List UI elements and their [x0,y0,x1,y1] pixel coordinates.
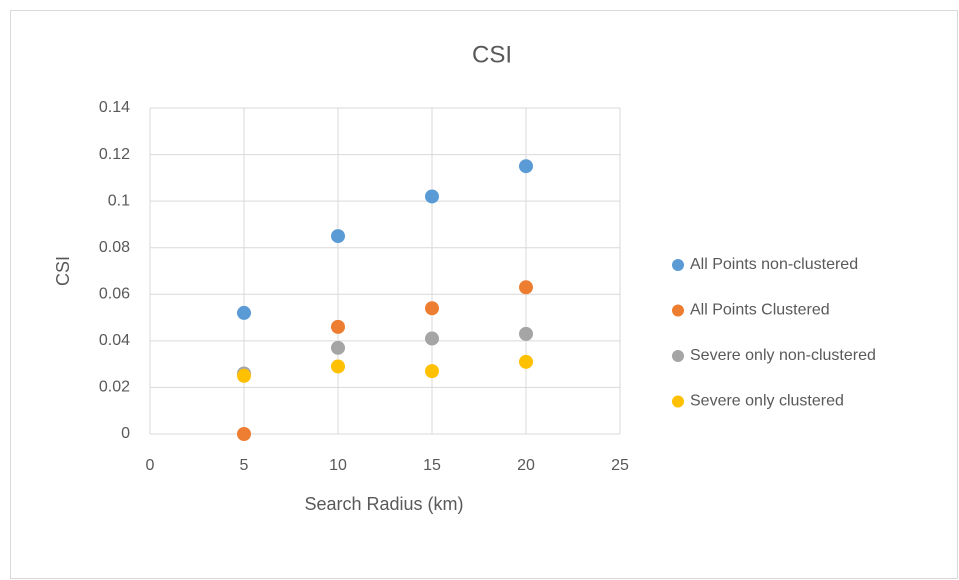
chart-title: CSI [472,41,512,68]
x-tick-label: 25 [611,457,629,474]
point [331,340,345,355]
point [237,305,251,320]
y-tick-label: 0.04 [99,332,130,349]
point [331,229,345,244]
legend-label: All Points Clustered [690,302,830,319]
point [519,354,533,369]
point [519,326,533,341]
legend-label: Severe only clustered [690,393,844,410]
y-tick-label: 0.14 [99,99,130,116]
x-tick-label: 20 [517,457,535,474]
point [519,159,533,174]
legend-marker [672,350,684,362]
x-tick-label: 0 [146,457,155,474]
y-tick-label: 0 [121,425,130,442]
x-tick-label: 10 [329,457,347,474]
y-tick-label: 0.06 [99,286,130,303]
y-tick-label: 0.1 [108,192,130,209]
point [331,319,345,334]
legend-label: All Points non-clustered [690,256,858,273]
legend-marker [672,259,684,271]
x-axis-label: Search Radius (km) [304,494,463,514]
point [425,331,439,346]
y-tick-label: 0.02 [99,379,130,396]
point [237,427,251,441]
legend-marker [672,395,684,408]
point [425,301,439,316]
point [425,189,439,204]
y-tick-label: 0.08 [99,239,130,256]
point [237,368,251,383]
point [425,364,439,379]
legend-label: Severe only non-clustered [690,347,876,364]
legend-marker [672,304,684,317]
y-tick-label: 0.12 [99,146,130,163]
point [331,359,345,374]
point [519,280,533,295]
y-axis-label: CSI [53,256,73,286]
x-tick-label: 15 [423,457,441,474]
x-tick-label: 5 [240,457,249,474]
